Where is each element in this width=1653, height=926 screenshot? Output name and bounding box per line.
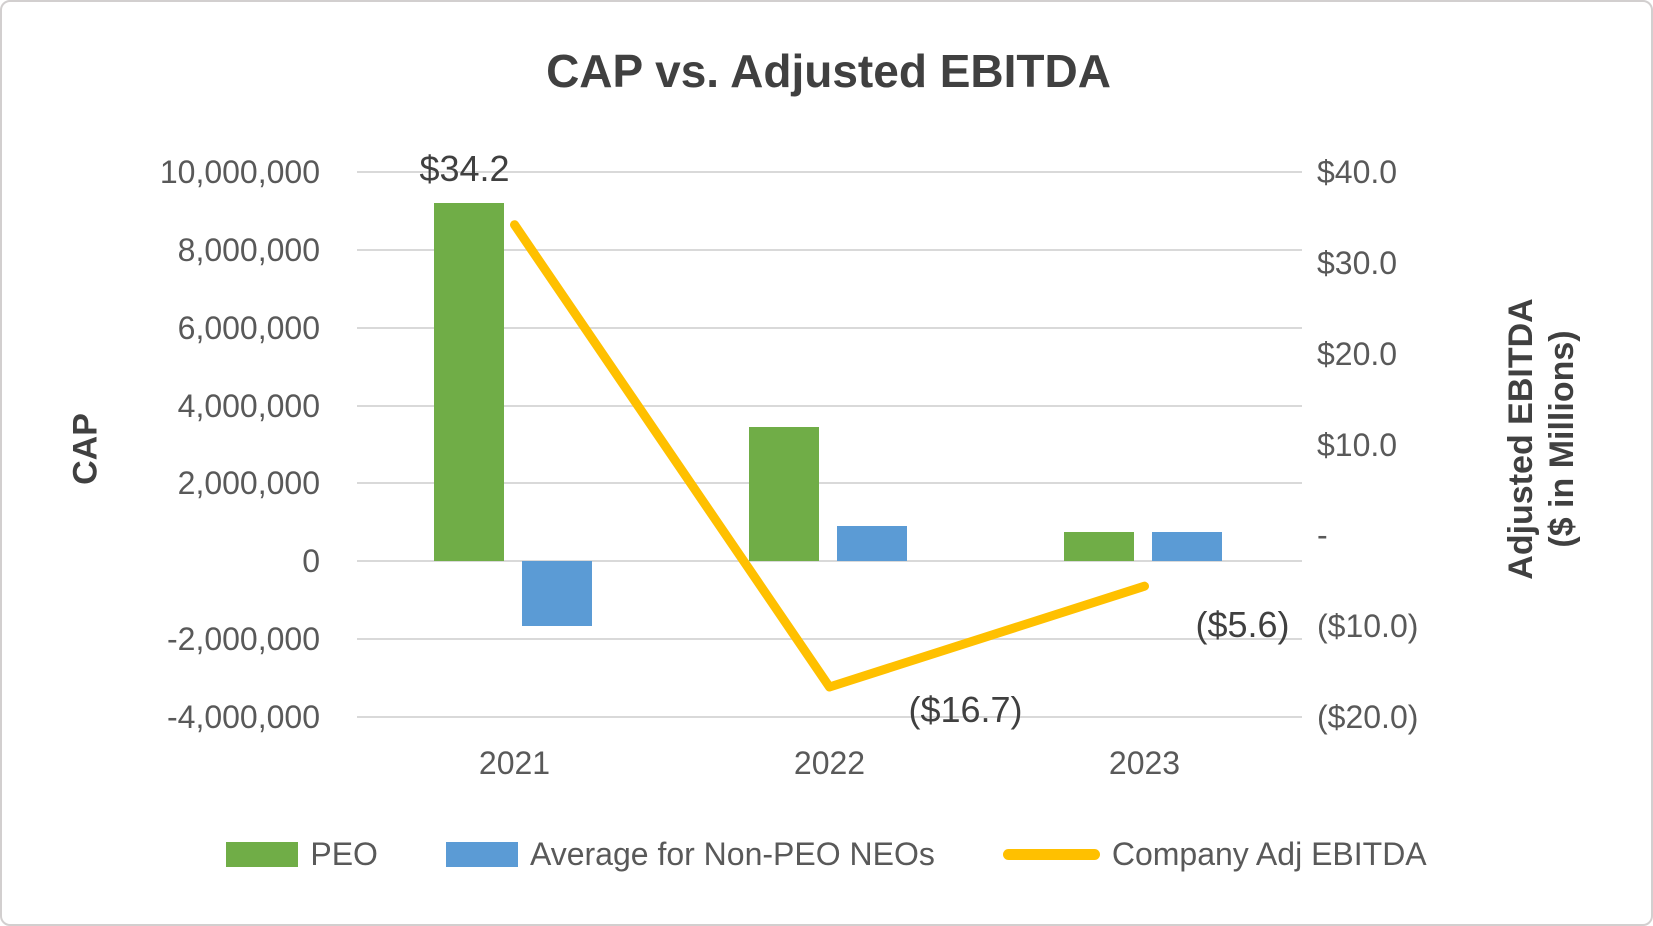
line-data-label-2021: $34.2 <box>419 147 510 189</box>
legend-label-non-peo-neos: Average for Non-PEO NEOs <box>529 835 935 872</box>
y-axis-tick-label: 4,000,000 <box>177 387 320 424</box>
gridline <box>357 326 1302 329</box>
y-axis-tick-label: 10,000,000 <box>159 154 320 190</box>
bar-non-peo-neos-2022 <box>837 526 907 562</box>
y2-axis-tick-label: $30.0 <box>1317 244 1398 281</box>
legend-swatch-company-adj-ebitda <box>1002 848 1100 860</box>
gridline <box>357 482 1302 485</box>
x-axis-label-2022: 2022 <box>793 745 866 781</box>
y2-axis-tick-label: $10.0 <box>1317 426 1398 463</box>
line-data-label-2022: ($16.7) <box>908 689 1023 731</box>
legend-label-company-adj-ebitda: Company Adj EBITDA <box>1111 835 1427 872</box>
legend-item-company-adj-ebitda: Company Adj EBITDA <box>1002 835 1427 873</box>
bar-peo-2023 <box>1064 532 1134 562</box>
y2-axis-tick-label: ($20.0) <box>1317 699 1419 735</box>
y-axis-tick-label: 2,000,000 <box>177 465 320 502</box>
line-data-label-2023: ($5.6) <box>1195 604 1290 646</box>
company-adj-ebitda-line <box>510 220 1149 692</box>
legend-item-non-peo-neos: Average for Non-PEO NEOs <box>445 835 935 873</box>
y2-axis-tick-label: $40.0 <box>1317 154 1398 190</box>
legend: PEO Average for Non-PEO NEOs Company Adj… <box>2 828 1651 880</box>
y-axis-tick-label: 0 <box>302 543 320 580</box>
bar-non-peo-neos-2021 <box>522 561 592 626</box>
y-axis-tick-label: 8,000,000 <box>177 231 320 268</box>
legend-label-peo: PEO <box>310 835 378 872</box>
x-axis-label-2021: 2021 <box>478 745 551 781</box>
bar-non-peo-neos-2023 <box>1152 532 1222 562</box>
y2-axis-tick-label: ($10.0) <box>1317 608 1419 645</box>
chart-title: CAP vs. Adjusted EBITDA <box>546 45 1111 97</box>
legend-item-peo: PEO <box>226 836 378 873</box>
y2-axis-tick-label: - <box>1317 517 1328 554</box>
gridline <box>357 716 1302 718</box>
gridline <box>357 404 1302 407</box>
gridline <box>357 171 1302 173</box>
bar-peo-2021 <box>434 203 504 562</box>
y-axis-tick-label: -4,000,000 <box>166 699 320 735</box>
bar-peo-2022 <box>749 426 819 562</box>
y-axis-tick-label: 6,000,000 <box>177 309 320 346</box>
x-axis-label-2023: 2023 <box>1108 745 1181 781</box>
legend-swatch-non-peo-neos <box>445 841 518 867</box>
gridline <box>357 638 1302 641</box>
gridline <box>357 560 1302 563</box>
legend-swatch-peo <box>226 841 299 867</box>
gridline <box>357 248 1302 251</box>
y-axis-tick-label: -2,000,000 <box>166 621 320 658</box>
y2-axis-tick-label: $20.0 <box>1317 335 1398 372</box>
